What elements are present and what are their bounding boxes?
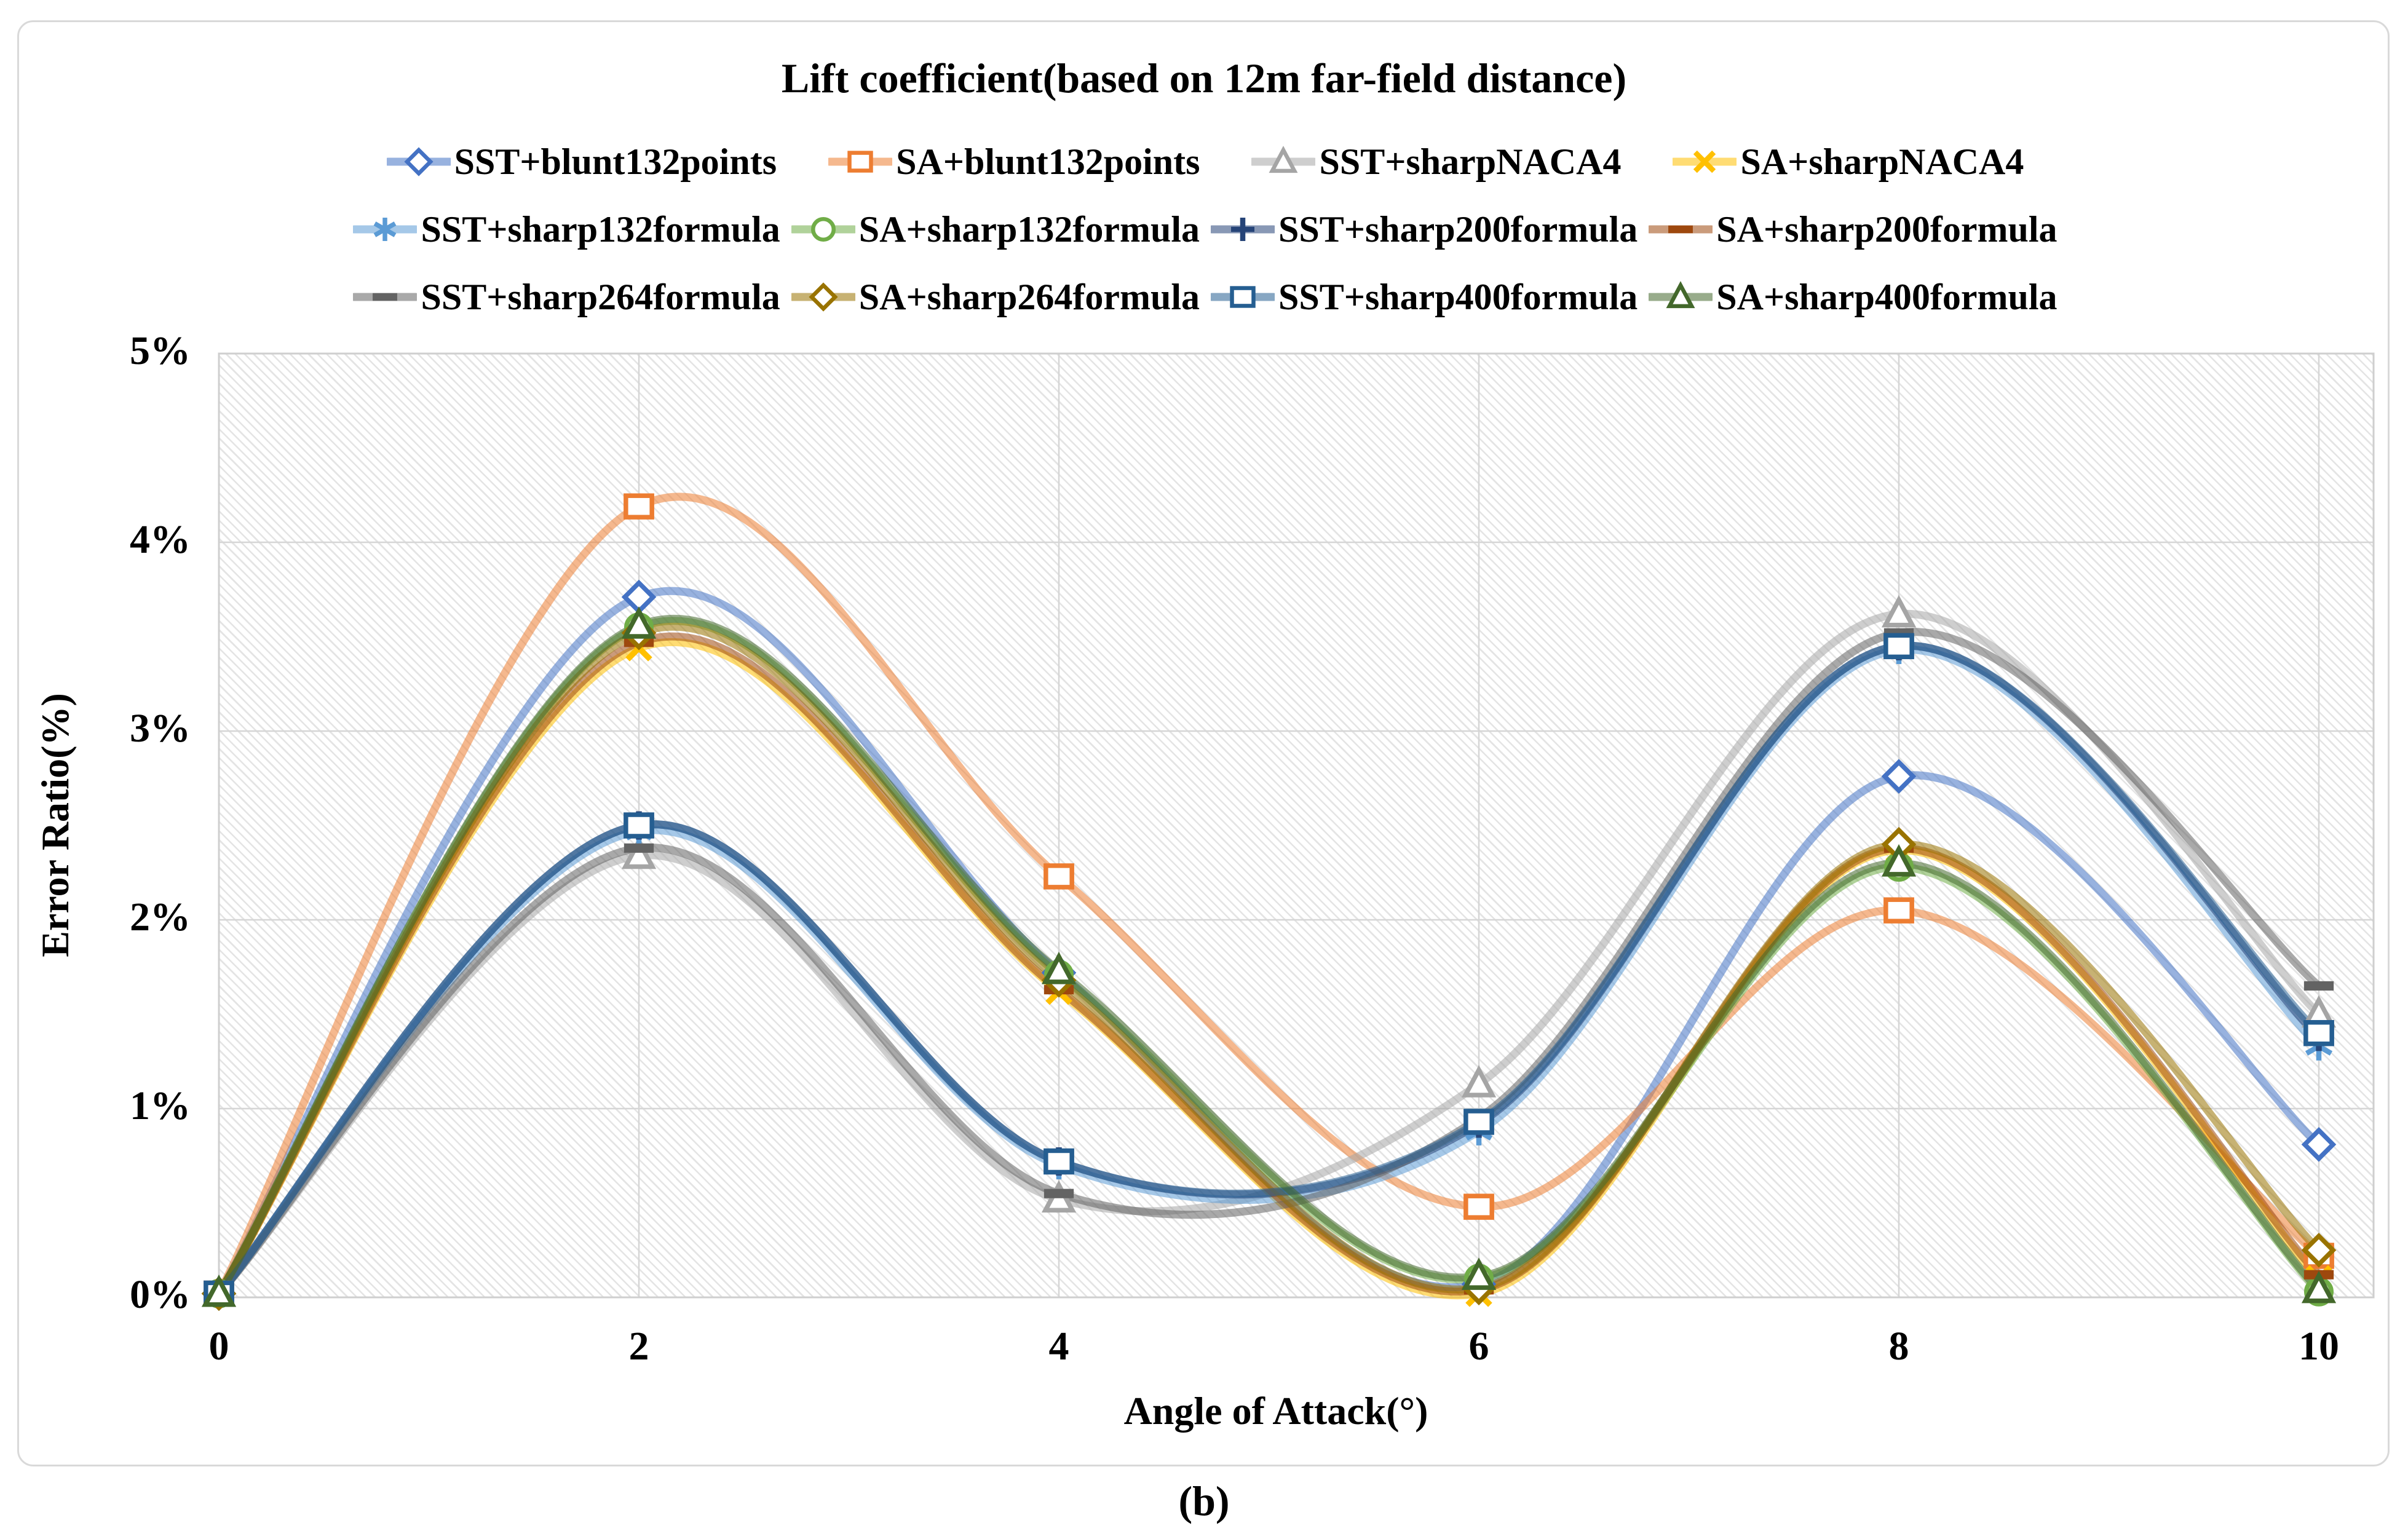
legend-label: SST+sharp400formula	[1278, 276, 1638, 317]
legend-marker-triangle-icon	[1649, 281, 1713, 309]
x-tick-label: 4	[1048, 1324, 1069, 1369]
x-tick-label: 2	[628, 1324, 649, 1369]
legend-item-SA+sharp264formula[interactable]: SA+sharp264formula	[791, 275, 1200, 319]
x-tick-label: 0	[208, 1324, 229, 1369]
series-line-SA+sharp400formula	[215, 614, 2323, 1298]
y-tick-label: 2%	[130, 895, 191, 940]
legend-label: SA+sharp200formula	[1716, 208, 2057, 250]
legend-label: SA+sharp400formula	[1716, 276, 2057, 317]
series-markers	[201, 493, 2337, 1312]
legend-marker-circle-icon	[791, 217, 855, 242]
legend-label: SA+sharpNACA4	[1740, 141, 2024, 182]
legend-label: SST+blunt132points	[454, 141, 777, 182]
legend-item-SST+sharp400formula[interactable]: SST+sharp400formula	[1211, 275, 1638, 319]
x-axis-title: Angle of Attack(°)	[1123, 1389, 1428, 1433]
series-line-SST+sharp400formula	[215, 641, 2323, 1298]
series-line-SST+sharp264formula	[215, 628, 2323, 1298]
plot-area-background	[219, 354, 2374, 1297]
legend-marker-triangle-icon	[1251, 146, 1316, 173]
legend-item-SST+sharp200formula[interactable]: SST+sharp200formula	[1211, 207, 1638, 251]
x-tick-label: 10	[2299, 1324, 2339, 1369]
legend-marker-diamond-icon	[386, 147, 451, 176]
x-tick-label: 6	[1468, 1324, 1489, 1369]
legend-item-SST+sharp264formula[interactable]: SST+sharp264formula	[353, 275, 780, 319]
legend-row: SST+sharp264formula SA+sharp264formula SST…	[111, 263, 2300, 331]
y-tick-label: 5%	[130, 328, 191, 373]
series-line-SA+sharp200formula	[215, 632, 2323, 1298]
y-tick-label: 0%	[130, 1272, 191, 1317]
legend: SST+blunt132points SA+blunt132points SST+s…	[111, 128, 2300, 331]
legend-label: SA+blunt132points	[896, 141, 1200, 182]
gridlines	[219, 354, 2374, 1297]
legend-marker-diamond-icon	[791, 282, 855, 312]
legend-label: SST+sharp264formula	[421, 276, 780, 317]
legend-label: SA+sharp132formula	[858, 208, 1200, 250]
legend-item-SA+blunt132points[interactable]: SA+blunt132points	[828, 140, 1200, 184]
legend-marker-square-icon	[1211, 286, 1275, 308]
y-tick-label: 4%	[130, 517, 191, 562]
legend-label: SST+sharp132formula	[421, 208, 780, 250]
legend-marker-x-icon	[1673, 150, 1737, 173]
series-line-SA+blunt132points	[215, 493, 2323, 1298]
legend-item-SA+sharp200formula[interactable]: SA+sharp200formula	[1649, 207, 2057, 251]
legend-label: SST+sharp200formula	[1278, 208, 1638, 250]
chart-title: Lift coefficient(based on 12m far-field …	[781, 55, 1627, 101]
series-markers-SA+sharp400formula	[201, 606, 2337, 1307]
series-markers-SST+sharp400formula	[204, 633, 2334, 1307]
legend-row: SST+blunt132points SA+blunt132points SST+s…	[111, 128, 2300, 196]
legend-item-SA+sharp132formula[interactable]: SA+sharp132formula	[791, 207, 1200, 251]
legend-item-SA+sharpNACA4[interactable]: SA+sharpNACA4	[1673, 140, 2024, 184]
legend-label: SST+sharpNACA4	[1319, 141, 1622, 182]
legend-item-SST+sharp132formula[interactable]: SST+sharp132formula	[353, 207, 780, 251]
legend-marker-dash-icon	[353, 293, 418, 301]
legend-label: SA+sharp264formula	[858, 276, 1200, 317]
legend-marker-plus-icon	[1211, 218, 1275, 241]
legend-item-SST+blunt132points[interactable]: SST+blunt132points	[386, 140, 777, 184]
legend-item-SA+sharp400formula[interactable]: SA+sharp400formula	[1649, 275, 2057, 319]
legend-row: SST+sharp132formula SA+sharp132formula SST…	[111, 196, 2300, 263]
figure-caption: (b)	[1178, 1478, 1230, 1524]
y-tick-label: 1%	[130, 1083, 191, 1128]
x-tick-label: 8	[1888, 1324, 1909, 1369]
legend-item-SST+sharpNACA4[interactable]: SST+sharpNACA4	[1251, 140, 1621, 184]
series-lines	[215, 493, 2323, 1300]
plot-area-border	[218, 352, 2375, 1299]
legend-marker-square-icon	[828, 151, 893, 173]
legend-marker-asterisk-icon	[353, 218, 418, 241]
legend-marker-dash-icon	[1649, 225, 1713, 234]
y-tick-label: 3%	[130, 706, 191, 751]
